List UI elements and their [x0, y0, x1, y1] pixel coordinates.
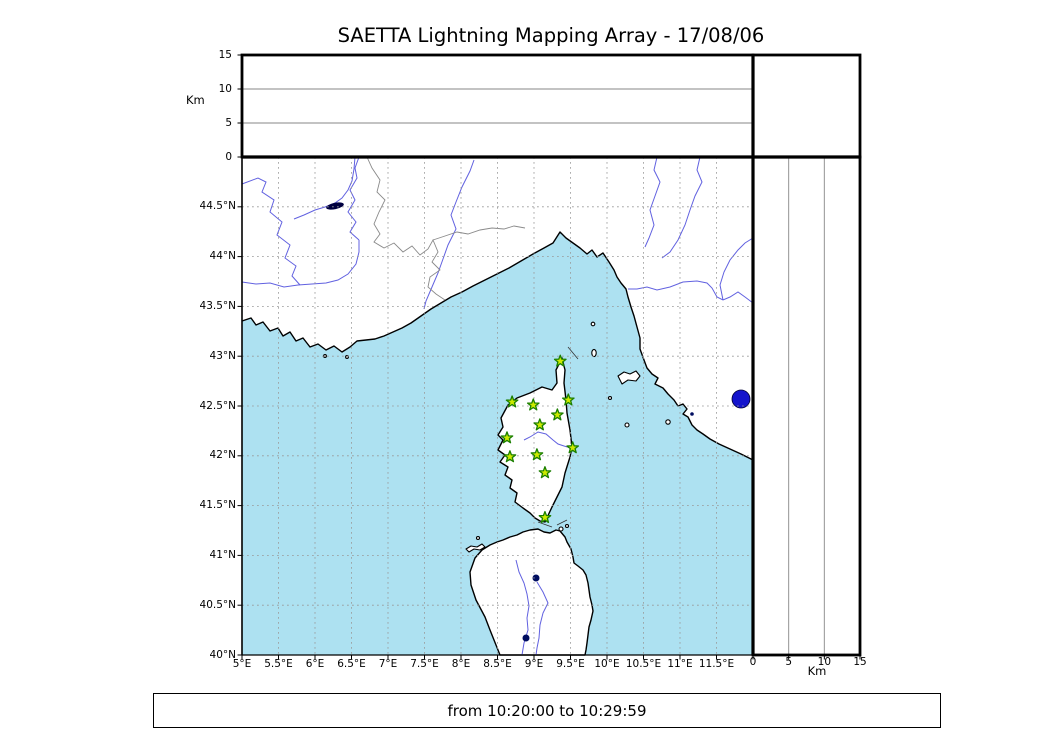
lon-tick-label: 6°E [305, 658, 325, 670]
altitude-tick-label: 5 [785, 656, 792, 668]
time-range-text: from 10:20:00 to 10:29:59 [447, 701, 647, 720]
axis-ticks [237, 54, 861, 660]
asinara-island [465, 543, 486, 553]
elba-island [617, 370, 641, 385]
rivers-italy [628, 156, 754, 304]
lon-tick-label: 10.5°E [625, 658, 662, 670]
coastline [241, 231, 754, 461]
lake-serre-poncon [326, 202, 344, 210]
altitude-unit-label-left: Km [186, 93, 205, 107]
lat-tick-label: 44°N [209, 250, 236, 263]
station-marker [550, 408, 564, 421]
lon-tick-label: 8°E [451, 658, 471, 670]
lon-tick-label: 11°E [667, 658, 693, 670]
altitude-tick-label: 10 [817, 656, 832, 668]
sardinia-lake-2 [522, 634, 530, 642]
right-altitude-panel [751, 155, 862, 657]
station-marker [553, 354, 567, 367]
lat-tick-label: 43.5°N [199, 299, 236, 312]
lon-tick-label: 10°E [594, 658, 620, 670]
lat-tick-label: 40°N [209, 648, 236, 661]
sardinia-lake-1 [532, 574, 540, 582]
station-marker [538, 466, 552, 479]
altitude-tick-label: 15 [218, 48, 232, 61]
orbetello-lagoon [690, 412, 694, 416]
lake-bolsena [731, 389, 751, 409]
pianosa-island [607, 395, 613, 401]
station-marker [530, 448, 544, 461]
lat-tick-label: 43°N [209, 349, 236, 362]
lat-tick-label: 40.5°N [199, 598, 236, 611]
top-altitude-panel [240, 53, 755, 159]
station-marker [505, 395, 519, 408]
page-title: SAETTA Lightning Mapping Array - 17/08/0… [337, 24, 765, 47]
coastline-artifacts [537, 346, 579, 528]
station-marker [500, 431, 514, 444]
altitude-tick-label: 0 [225, 150, 232, 163]
lat-tick-label: 44.5°N [199, 200, 236, 213]
lat-tick-label: 41°N [209, 548, 236, 561]
station-marker [561, 393, 575, 406]
map-gridlines [242, 157, 753, 655]
corsica-river [523, 431, 572, 449]
lon-tick-label: 11.5°E [698, 658, 735, 670]
gorgona-island [590, 321, 596, 327]
capraia-island [591, 348, 597, 358]
lon-tick-label: 7.5°E [410, 658, 439, 670]
lon-tick-label: 5°E [232, 658, 252, 670]
lon-tick-label: 5.5°E [264, 658, 293, 670]
lakes [326, 202, 751, 642]
station-marker [526, 398, 540, 411]
lon-tick-label: 8.5°E [483, 658, 512, 670]
station-marker [538, 510, 552, 524]
lon-tick-label: 9.5°E [556, 658, 585, 670]
station-marker [566, 441, 580, 454]
station-marker [533, 418, 547, 431]
altitude-unit-label-bottom: Km [807, 664, 827, 678]
giglio-island [665, 419, 671, 425]
altitude-tick-label: 15 [853, 656, 867, 668]
lat-tick-label: 41.5°N [199, 499, 236, 512]
altitude-tick-label: 10 [218, 82, 232, 95]
time-range-box: from 10:20:00 to 10:29:59 [153, 693, 941, 728]
lon-tick-label: 7°E [378, 658, 398, 670]
altitude-tick-label: 5 [225, 116, 232, 129]
lon-tick-label: 9°E [524, 658, 544, 670]
montecristo-island [624, 422, 630, 428]
lat-tick-label: 42.5°N [199, 399, 236, 412]
corner-panel [751, 53, 862, 159]
small-islands [323, 321, 671, 553]
lat-tick-label: 42°N [209, 449, 236, 462]
lon-tick-label: 6.5°E [337, 658, 366, 670]
admin-borders [366, 156, 526, 301]
station-markers [500, 354, 580, 524]
station-marker [503, 450, 517, 463]
altitude-tick-label: 0 [749, 656, 757, 668]
